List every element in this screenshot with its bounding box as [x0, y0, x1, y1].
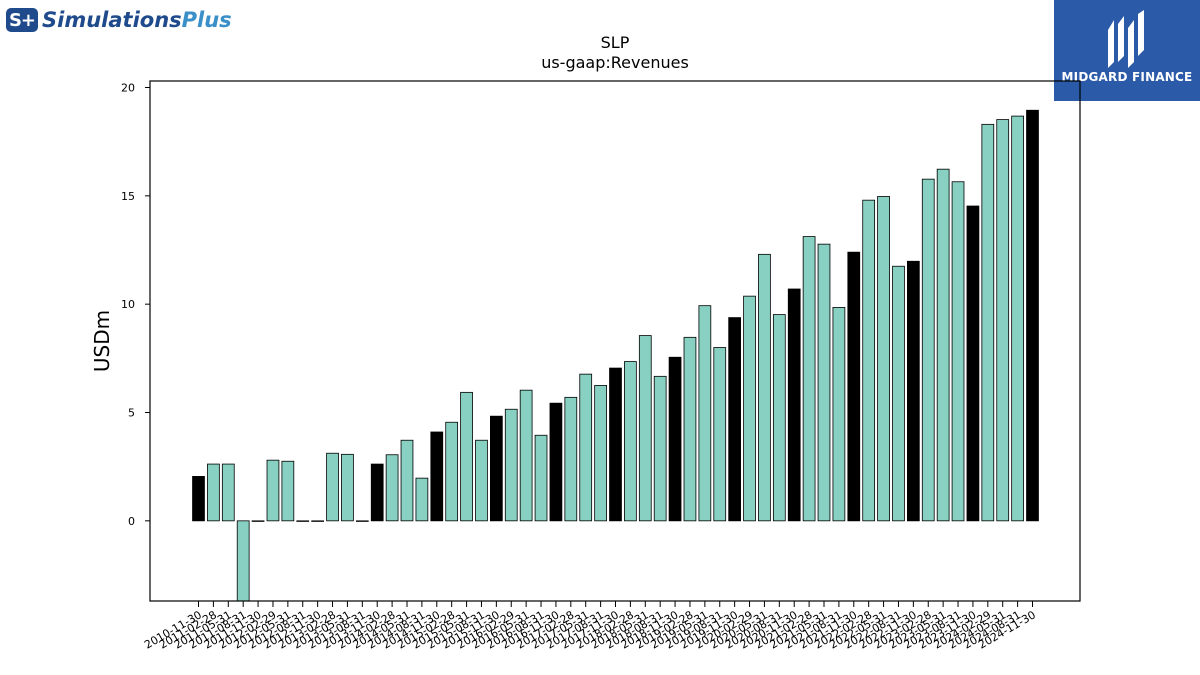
- bar-2016-05-31: [519, 389, 533, 522]
- bar-2013-08-31: [355, 520, 369, 522]
- bar-2013-11-30: [370, 463, 384, 522]
- bar-2015-08-31: [475, 439, 488, 522]
- plot-frame: [149, 80, 1081, 602]
- bar-2014-11-30: [430, 431, 444, 522]
- y-tick-label: 5: [128, 407, 135, 420]
- midgard-mark-icon: [1108, 10, 1144, 68]
- bar-2012-11-30: [311, 520, 325, 522]
- bar-2023-05-31: [936, 168, 950, 522]
- bar-2012-02-29: [266, 459, 280, 522]
- bar-2019-05-31: [698, 305, 712, 522]
- bar-2012-08-31: [296, 520, 310, 522]
- bar-2023-08-31: [951, 181, 965, 522]
- bar-2024-11-30: [1026, 109, 1039, 522]
- chart-title: SLP: [601, 33, 630, 52]
- bar-2021-08-31: [832, 307, 846, 522]
- bar-2013-02-28: [326, 452, 339, 522]
- bar-2022-08-31: [892, 265, 905, 522]
- bar-2018-08-31: [653, 375, 667, 522]
- chart-subtitle: us-gaap:Revenues: [541, 53, 689, 72]
- bar-2019-11-30: [728, 317, 742, 522]
- bar-2018-02-28: [624, 361, 637, 522]
- bar-2016-11-30: [549, 402, 563, 522]
- bar-2011-02-28: [207, 463, 220, 522]
- bar-2013-05-31: [341, 453, 354, 522]
- y-tick-label: 10: [121, 298, 135, 311]
- bar-2022-11-30: [907, 260, 920, 522]
- bar-2022-05-31: [877, 196, 890, 522]
- bar-2024-08-31: [1011, 115, 1024, 522]
- bar-2010-11-30: [192, 476, 205, 522]
- bar-2022-02-28: [862, 199, 876, 522]
- bar-2021-05-31: [817, 243, 831, 522]
- bar-2012-05-31: [281, 460, 295, 522]
- bar-2018-11-30: [668, 356, 682, 522]
- y-axis-label: USDm: [90, 310, 114, 372]
- y-ticks-group: 0 5 10 15 20: [121, 82, 150, 528]
- bar-2020-05-31: [758, 253, 771, 522]
- bar-2016-08-31: [534, 434, 548, 522]
- bar-2015-02-28: [445, 421, 459, 522]
- y-tick-label: 0: [128, 515, 135, 528]
- bar-2011-11-30: [251, 520, 265, 522]
- bar-2024-02-29: [981, 123, 995, 522]
- bar-2017-02-28: [564, 396, 578, 522]
- bar-2021-11-30: [847, 251, 861, 522]
- bar-2014-05-31: [400, 439, 414, 522]
- midgard-finance-logo: MIDGARD FINANCE: [1054, 0, 1200, 101]
- logo-right-text: MIDGARD FINANCE: [1061, 70, 1193, 84]
- bar-2017-08-31: [594, 385, 607, 522]
- logo-badge: S+: [6, 8, 38, 32]
- bar-2015-05-31: [460, 391, 473, 522]
- bar-2020-11-30: [787, 288, 801, 522]
- bar-2014-02-28: [385, 454, 399, 522]
- bar-2020-08-31: [772, 314, 786, 522]
- bar-2015-11-30: [489, 415, 503, 522]
- bar-2023-02-28: [921, 178, 935, 522]
- bar-2019-02-28: [683, 336, 697, 522]
- bar-2021-02-28: [802, 236, 816, 522]
- bar-2014-08-31: [415, 477, 429, 522]
- logo-brand-main: Simulations: [42, 8, 182, 32]
- y-tick-label: 20: [121, 82, 135, 95]
- bar-2020-02-29: [743, 295, 756, 522]
- bar-2011-08-31: [236, 520, 250, 602]
- bar-2017-05-31: [579, 373, 593, 522]
- bar-2019-08-31: [713, 347, 727, 522]
- bar-2016-02-29: [504, 408, 518, 522]
- bar-2018-05-31: [638, 335, 652, 522]
- logo-brand: SimulationsPlus: [42, 8, 232, 32]
- bar-2017-11-30: [609, 367, 622, 522]
- logo-brand-accent: Plus: [181, 8, 232, 32]
- simulations-plus-logo: S+ SimulationsPlus: [6, 6, 232, 34]
- x-ticks-group: 2010-11-302011-02-282011-05-312011-08-31…: [142, 601, 1038, 652]
- bar-2011-05-31: [221, 463, 235, 522]
- bar-2024-05-31: [996, 119, 1010, 522]
- bar-2023-11-30: [966, 205, 980, 522]
- bars-group: [192, 109, 1039, 602]
- y-tick-label: 15: [121, 190, 135, 203]
